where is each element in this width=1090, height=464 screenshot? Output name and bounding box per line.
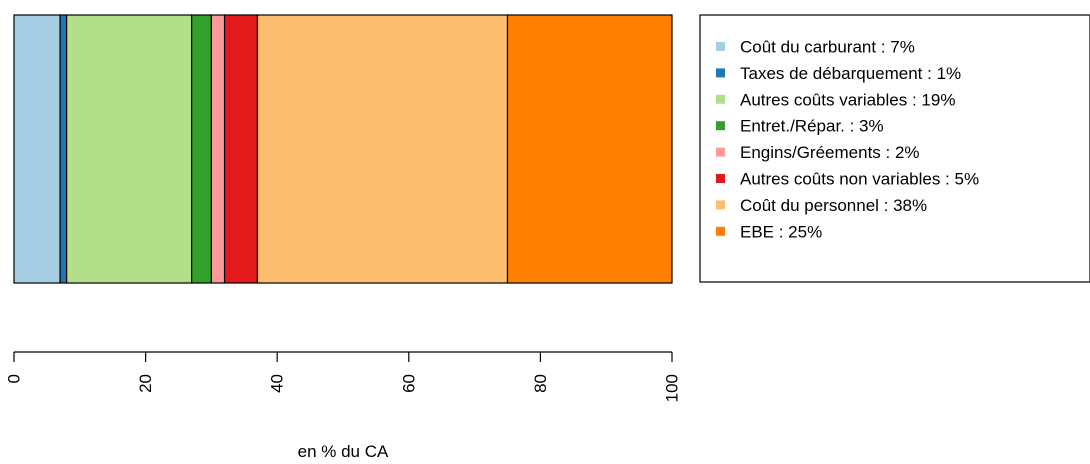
legend-swatch-5 bbox=[716, 147, 725, 157]
legend-swatch-8 bbox=[716, 226, 725, 236]
x-tick-label-20: 20 bbox=[136, 374, 155, 393]
x-tick-label-60: 60 bbox=[399, 374, 418, 393]
legend-label-3: Autres coûts variables : 19% bbox=[740, 90, 955, 109]
legend-label-4: Entret./Répar. : 3% bbox=[740, 117, 884, 136]
x-tick-label-0: 0 bbox=[5, 374, 24, 383]
bar-segment-6 bbox=[223, 14, 259, 284]
bar-segment-4 bbox=[191, 14, 213, 284]
legend-swatch-6 bbox=[716, 174, 725, 183]
bar-segment-2 bbox=[59, 14, 68, 284]
x-tick-label-80: 80 bbox=[531, 374, 550, 393]
stacked-bar bbox=[13, 14, 673, 284]
legend: Coût du carburant : 7% Taxes de débarquem… bbox=[699, 14, 1090, 283]
legend-swatch-1 bbox=[716, 42, 725, 51]
bar-segment-1 bbox=[13, 14, 61, 284]
x-axis: 0 20 40 60 80 100 bbox=[5, 351, 682, 402]
legend-label-6: Autres coûts non variables : 5% bbox=[740, 170, 979, 189]
legend-label-2: Taxes de débarquement : 1% bbox=[740, 64, 961, 83]
x-tick-label-40: 40 bbox=[268, 374, 287, 393]
legend-swatch-4 bbox=[716, 121, 725, 131]
bar-segment-5 bbox=[210, 14, 226, 284]
bar-segment-3 bbox=[66, 14, 193, 284]
legend-swatch-7 bbox=[716, 200, 725, 210]
x-axis-title: en % du CA bbox=[298, 442, 389, 461]
legend-label-7: Coût du personnel : 38% bbox=[740, 196, 927, 215]
legend-label-8: EBE : 25% bbox=[740, 222, 822, 241]
legend-swatch-2 bbox=[716, 68, 725, 78]
legend-box bbox=[699, 14, 1090, 283]
x-tick-label-100: 100 bbox=[663, 374, 682, 402]
bar-segment-7 bbox=[256, 14, 509, 284]
legend-swatch-3 bbox=[716, 94, 725, 104]
legend-label-5: Engins/Gréements : 2% bbox=[740, 143, 920, 162]
legend-label-1: Coût du carburant : 7% bbox=[740, 38, 915, 57]
bar-segment-8 bbox=[506, 14, 673, 284]
